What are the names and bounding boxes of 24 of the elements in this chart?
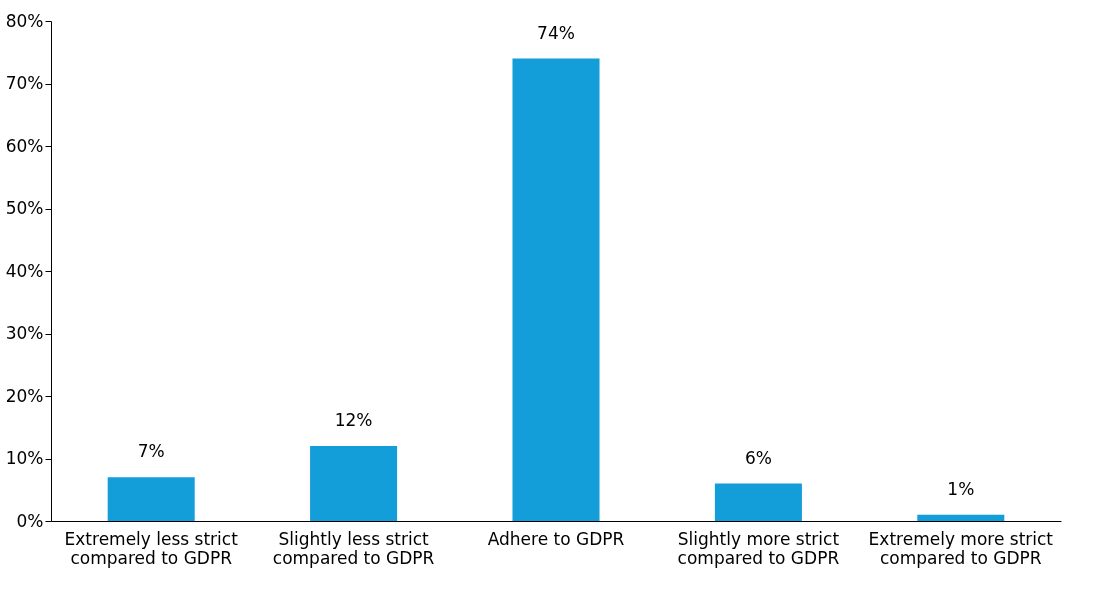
bar (917, 514, 1005, 521)
y-tick-label: 30% (5, 323, 44, 343)
data-label: 7% (137, 441, 165, 462)
x-tick-label: Extremely less strict compared to GDPR (64, 528, 239, 568)
y-tick-label: 70% (5, 73, 44, 93)
y-tick-label: 50% (5, 198, 44, 218)
y-tick-label: 80% (5, 10, 44, 31)
x-tick-label: Slightly more strict compared to GDPR (677, 528, 840, 568)
x-tick-label: Adhere to GDPR (487, 528, 625, 549)
y-tick-label: 60% (5, 135, 44, 156)
data-label: 6% (744, 447, 772, 468)
data-label: 1% (947, 478, 975, 499)
data-label: 74% (537, 22, 575, 43)
bar (107, 477, 195, 521)
y-tick-label: 40% (5, 260, 44, 281)
bar (310, 446, 398, 521)
x-tick-label: Slightly less strict compared to GDPR (272, 528, 435, 568)
bar (512, 58, 600, 521)
x-tick-label: Extremely more strict compared to GDPR (868, 528, 1054, 568)
data-label: 12% (334, 410, 373, 430)
y-tick-label: 0% (16, 510, 44, 531)
y-tick-label: 10% (5, 448, 44, 468)
y-tick-label: 20% (5, 385, 44, 406)
bar (714, 483, 802, 521)
